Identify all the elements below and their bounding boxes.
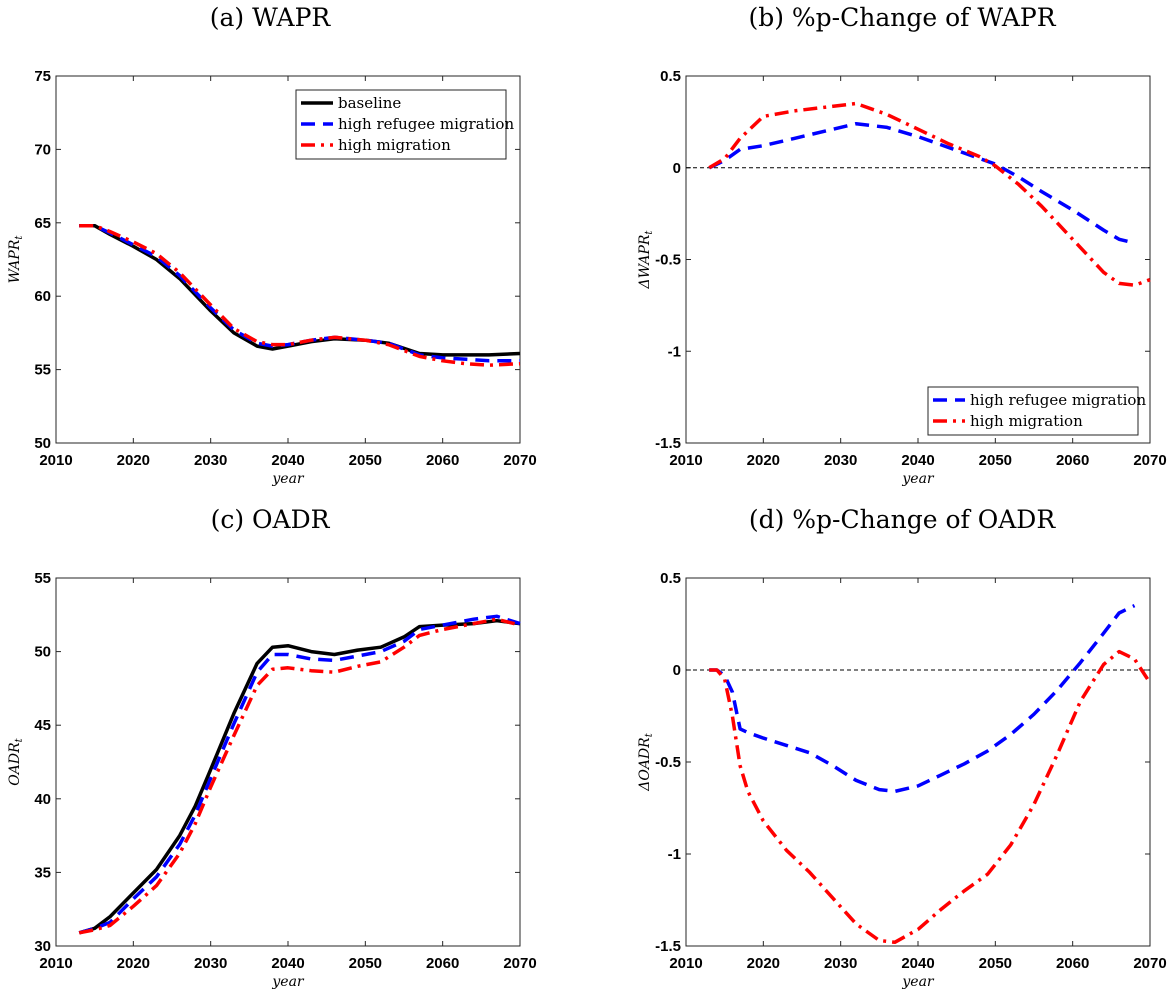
panel-title: (d) %p-Change of OADR	[749, 505, 1056, 534]
x-axis-label: year	[271, 471, 305, 487]
series-line-baseline	[79, 223, 521, 357]
y-axis-label: OADRt	[7, 737, 25, 785]
y-tick-label: 70	[34, 141, 51, 158]
x-axis-label: year	[271, 974, 305, 990]
x-tick-label: 2030	[824, 452, 857, 469]
y-axis-label: ΔWAPRt	[637, 230, 655, 290]
x-tick-label: 2010	[669, 955, 702, 972]
x-tick-label: 2030	[194, 955, 227, 972]
y-tick-label: 0.5	[660, 68, 681, 85]
chart-panel-3: (d) %p-Change of OADR 2010 2020 2030 2040 205…	[637, 505, 1167, 990]
legend-label: high migration	[970, 412, 1083, 430]
y-tick-label: -1	[668, 846, 681, 863]
legend-label: high refugee migration	[970, 391, 1146, 409]
y-tick-label: 45	[34, 717, 51, 734]
x-tick-label: 2010	[39, 452, 72, 469]
y-tick-label: 30	[34, 938, 51, 955]
x-tick-label: 2050	[979, 955, 1012, 972]
x-tick-label: 2050	[349, 955, 382, 972]
y-tick-label: 40	[34, 791, 51, 808]
panel-title: (a) WAPR	[210, 3, 332, 32]
legend-box	[927, 386, 1139, 436]
plot-area	[55, 577, 521, 947]
plot-area	[685, 577, 1151, 947]
x-tick-label: 2050	[349, 452, 382, 469]
x-tick-label: 2070	[1133, 452, 1166, 469]
x-tick-label: 2010	[669, 452, 702, 469]
y-tick-label: 0	[673, 160, 681, 177]
x-tick-label: 2070	[1133, 955, 1166, 972]
x-tick-label: 2060	[1056, 955, 1089, 972]
x-tick-label: 2070	[503, 452, 536, 469]
legend: baseline high refugee migration high migra…	[295, 89, 514, 160]
series-line-high-migration	[79, 223, 521, 367]
legend: high refugee migration high migration	[927, 386, 1146, 436]
y-axis-label: WAPRt	[7, 235, 25, 284]
x-axis-label: year	[901, 471, 935, 487]
y-tick-label: 75	[34, 68, 51, 85]
chart-panel-2: (c) OADR 2010 2020 2030 2040 2050 2060 2070 30 35…	[7, 505, 537, 990]
x-axis-label: year	[901, 974, 935, 990]
x-tick-label: 2020	[747, 955, 780, 972]
x-tick-label: 2040	[901, 955, 934, 972]
series-line-high-refugee-migration	[708, 121, 1135, 245]
y-tick-label: 50	[34, 435, 51, 452]
x-tick-label: 2060	[426, 955, 459, 972]
x-tick-label: 2030	[194, 452, 227, 469]
y-tick-label: -1.5	[655, 435, 681, 452]
y-tick-label: 35	[34, 864, 51, 881]
x-tick-label: 2070	[503, 955, 536, 972]
legend-label: high refugee migration	[338, 115, 514, 133]
y-tick-label: -0.5	[655, 252, 681, 269]
x-tick-label: 2020	[117, 452, 150, 469]
x-tick-label: 2010	[39, 955, 72, 972]
series-line-high-refugee-migration	[709, 604, 1136, 794]
panel-title: (c) OADR	[211, 505, 331, 534]
y-tick-label: 0	[673, 662, 681, 679]
chart-panel-1: (b) %p-Change of WAPR 2010 2020 2030 2040 205…	[637, 3, 1167, 487]
y-tick-label: 65	[34, 215, 51, 232]
legend-label: baseline	[338, 94, 401, 112]
y-axis-label: ΔOADRt	[637, 732, 655, 791]
x-tick-label: 2030	[824, 955, 857, 972]
y-tick-label: -1	[668, 343, 681, 360]
x-tick-label: 2060	[426, 452, 459, 469]
series-line-high-migration	[709, 649, 1152, 945]
y-tick-label: 0.5	[660, 570, 681, 587]
legend-label: high migration	[338, 136, 451, 154]
x-tick-label: 2040	[271, 452, 304, 469]
series-line-high-refugee-migration	[79, 223, 520, 363]
chart-panel-0: (a) WAPR 2010 2020 2030 2040 2050 2060 2070 50 55…	[7, 3, 537, 487]
y-tick-label: 60	[34, 288, 51, 305]
series-line-high-refugee-migration	[78, 614, 521, 935]
y-tick-label: 55	[34, 362, 51, 379]
x-tick-label: 2040	[271, 955, 304, 972]
x-tick-label: 2020	[747, 452, 780, 469]
y-tick-label: -0.5	[655, 754, 681, 771]
y-tick-label: 50	[34, 644, 51, 661]
y-tick-label: -1.5	[655, 938, 681, 955]
x-tick-label: 2020	[117, 955, 150, 972]
x-tick-label: 2060	[1056, 452, 1089, 469]
x-tick-label: 2040	[901, 452, 934, 469]
panel-title: (b) %p-Change of WAPR	[748, 3, 1056, 32]
x-tick-label: 2050	[979, 452, 1012, 469]
series-line-high-migration	[708, 101, 1151, 287]
y-tick-label: 55	[34, 570, 51, 587]
plot-area	[685, 75, 1151, 444]
